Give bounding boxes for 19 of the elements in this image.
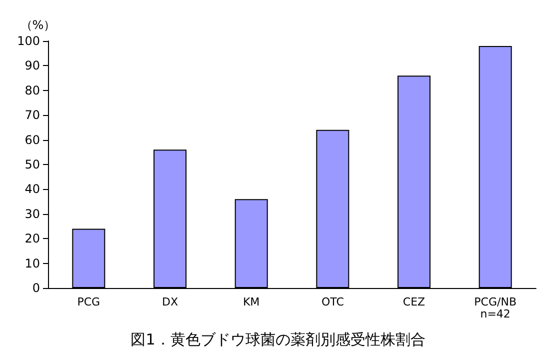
y-tick-label: 30 [24,206,40,221]
y-tick-label: 0 [32,281,40,295]
x-tick-label: KM [242,296,260,308]
x-tick-label: CEZ [402,296,426,308]
y-tick-label: 10 [24,256,40,270]
y-axis-title: （%） [20,18,56,32]
y-tick-label: 80 [24,83,40,98]
y-tick-label: 90 [24,58,40,73]
y-tick-label: 50 [24,158,40,172]
y-tick-label: 60 [24,132,40,147]
y-tick-label: 40 [24,182,40,196]
text: 図1．黄色ブドウ球菌の薬剤別感受性株割合 [130,330,426,348]
y-tick-label: 100 [17,34,40,48]
x-tick-label: PCG [77,296,100,308]
x-tick-label: DX [162,296,178,308]
x-tick-label: PCG/NB n=42 [474,296,516,320]
y-tick-label: 70 [24,108,40,122]
y-tick-label: 20 [24,232,40,246]
x-tick-label: OTC [321,296,344,308]
